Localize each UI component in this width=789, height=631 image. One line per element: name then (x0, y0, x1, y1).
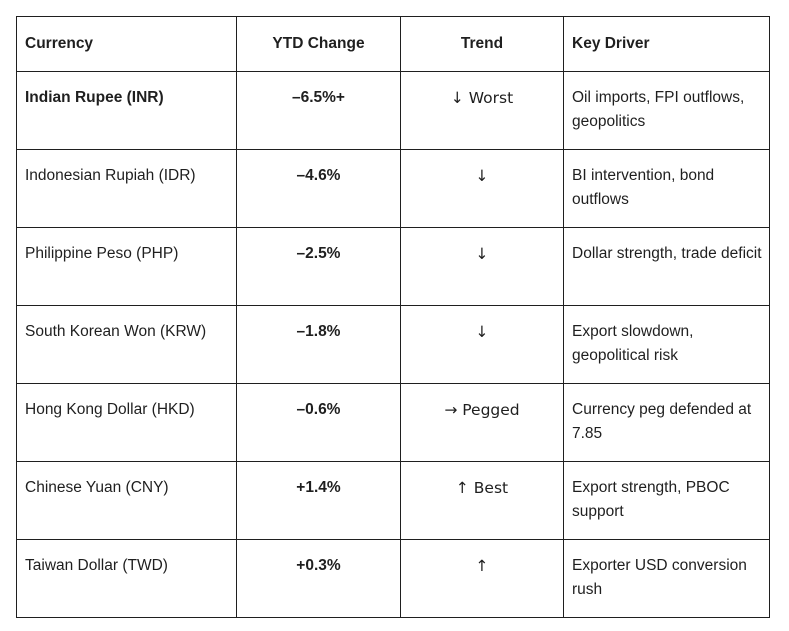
header-trend: Trend (400, 16, 564, 72)
trend-cell: ↑ Best (400, 461, 564, 540)
header-ytd-change: YTD Change (236, 16, 401, 72)
currency-cell: Taiwan Dollar (TWD) (16, 539, 237, 618)
ytd-change-cell: –4.6% (236, 149, 401, 228)
header-row: Currency YTD Change Trend Key Driver (16, 16, 770, 72)
table-row: South Korean Won (KRW) –1.8% ↓ Export sl… (16, 305, 770, 384)
table-row: Hong Kong Dollar (HKD) –0.6% → Pegged Cu… (16, 383, 770, 462)
key-driver-cell: BI intervention, bond outflows (563, 149, 770, 228)
ytd-change-cell: –6.5%+ (236, 71, 401, 150)
key-driver-cell: Currency peg defended at 7.85 (563, 383, 770, 462)
currency-cell: Hong Kong Dollar (HKD) (16, 383, 237, 462)
table-row: Chinese Yuan (CNY) +1.4% ↑ Best Export s… (16, 461, 770, 540)
table-row: Philippine Peso (PHP) –2.5% ↓ Dollar str… (16, 227, 770, 306)
ytd-change-cell: –1.8% (236, 305, 401, 384)
header-key-driver: Key Driver (563, 16, 770, 72)
ytd-change-cell: +0.3% (236, 539, 401, 618)
header-currency: Currency (16, 16, 237, 72)
table-row: Indonesian Rupiah (IDR) –4.6% ↓ BI inter… (16, 149, 770, 228)
key-driver-cell: Oil imports, FPI outflows, geopolitics (563, 71, 770, 150)
currency-table: Currency YTD Change Trend Key Driver Ind… (16, 16, 770, 618)
trend-cell: ↑ (400, 539, 564, 618)
trend-cell: → Pegged (400, 383, 564, 462)
trend-cell: ↓ (400, 305, 564, 384)
currency-cell: Indian Rupee (INR) (16, 71, 237, 150)
key-driver-cell: Dollar strength, trade deficit (563, 227, 770, 306)
key-driver-cell: Export slowdown, geopolitical risk (563, 305, 770, 384)
ytd-change-cell: –2.5% (236, 227, 401, 306)
currency-cell: South Korean Won (KRW) (16, 305, 237, 384)
table-row: Indian Rupee (INR) –6.5%+ ↓ Worst Oil im… (16, 71, 770, 150)
trend-cell: ↓ (400, 149, 564, 228)
trend-cell: ↓ Worst (400, 71, 564, 150)
currency-cell: Indonesian Rupiah (IDR) (16, 149, 237, 228)
ytd-change-cell: –0.6% (236, 383, 401, 462)
key-driver-cell: Exporter USD conversion rush (563, 539, 770, 618)
currency-cell: Philippine Peso (PHP) (16, 227, 237, 306)
trend-cell: ↓ (400, 227, 564, 306)
ytd-change-cell: +1.4% (236, 461, 401, 540)
currency-cell: Chinese Yuan (CNY) (16, 461, 237, 540)
key-driver-cell: Export strength, PBOC support (563, 461, 770, 540)
table-row: Taiwan Dollar (TWD) +0.3% ↑ Exporter USD… (16, 539, 770, 618)
currency-table-container: Currency YTD Change Trend Key Driver Ind… (16, 16, 770, 618)
